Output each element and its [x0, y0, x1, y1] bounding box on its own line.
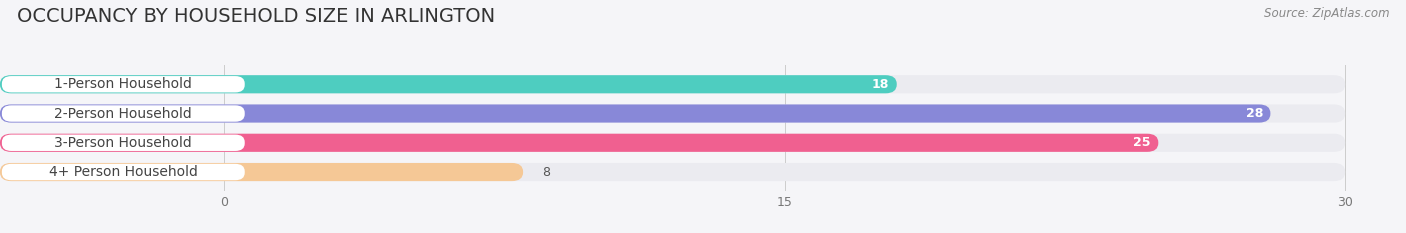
FancyBboxPatch shape	[0, 134, 1346, 152]
Text: 2-Person Household: 2-Person Household	[55, 106, 193, 120]
FancyBboxPatch shape	[1, 76, 245, 93]
Text: 8: 8	[541, 165, 550, 178]
FancyBboxPatch shape	[0, 104, 1271, 123]
FancyBboxPatch shape	[0, 163, 1346, 181]
FancyBboxPatch shape	[1, 164, 245, 180]
Text: 25: 25	[1133, 136, 1152, 149]
Text: Source: ZipAtlas.com: Source: ZipAtlas.com	[1264, 7, 1389, 20]
Text: 18: 18	[872, 78, 889, 91]
Text: OCCUPANCY BY HOUSEHOLD SIZE IN ARLINGTON: OCCUPANCY BY HOUSEHOLD SIZE IN ARLINGTON	[17, 7, 495, 26]
Text: 1-Person Household: 1-Person Household	[55, 77, 193, 91]
Text: 28: 28	[1246, 107, 1263, 120]
FancyBboxPatch shape	[0, 163, 523, 181]
Text: 3-Person Household: 3-Person Household	[55, 136, 193, 150]
Text: 4+ Person Household: 4+ Person Household	[49, 165, 198, 179]
FancyBboxPatch shape	[0, 104, 1346, 123]
FancyBboxPatch shape	[0, 75, 897, 93]
FancyBboxPatch shape	[0, 75, 1346, 93]
FancyBboxPatch shape	[1, 135, 245, 151]
FancyBboxPatch shape	[0, 134, 1159, 152]
FancyBboxPatch shape	[1, 105, 245, 122]
